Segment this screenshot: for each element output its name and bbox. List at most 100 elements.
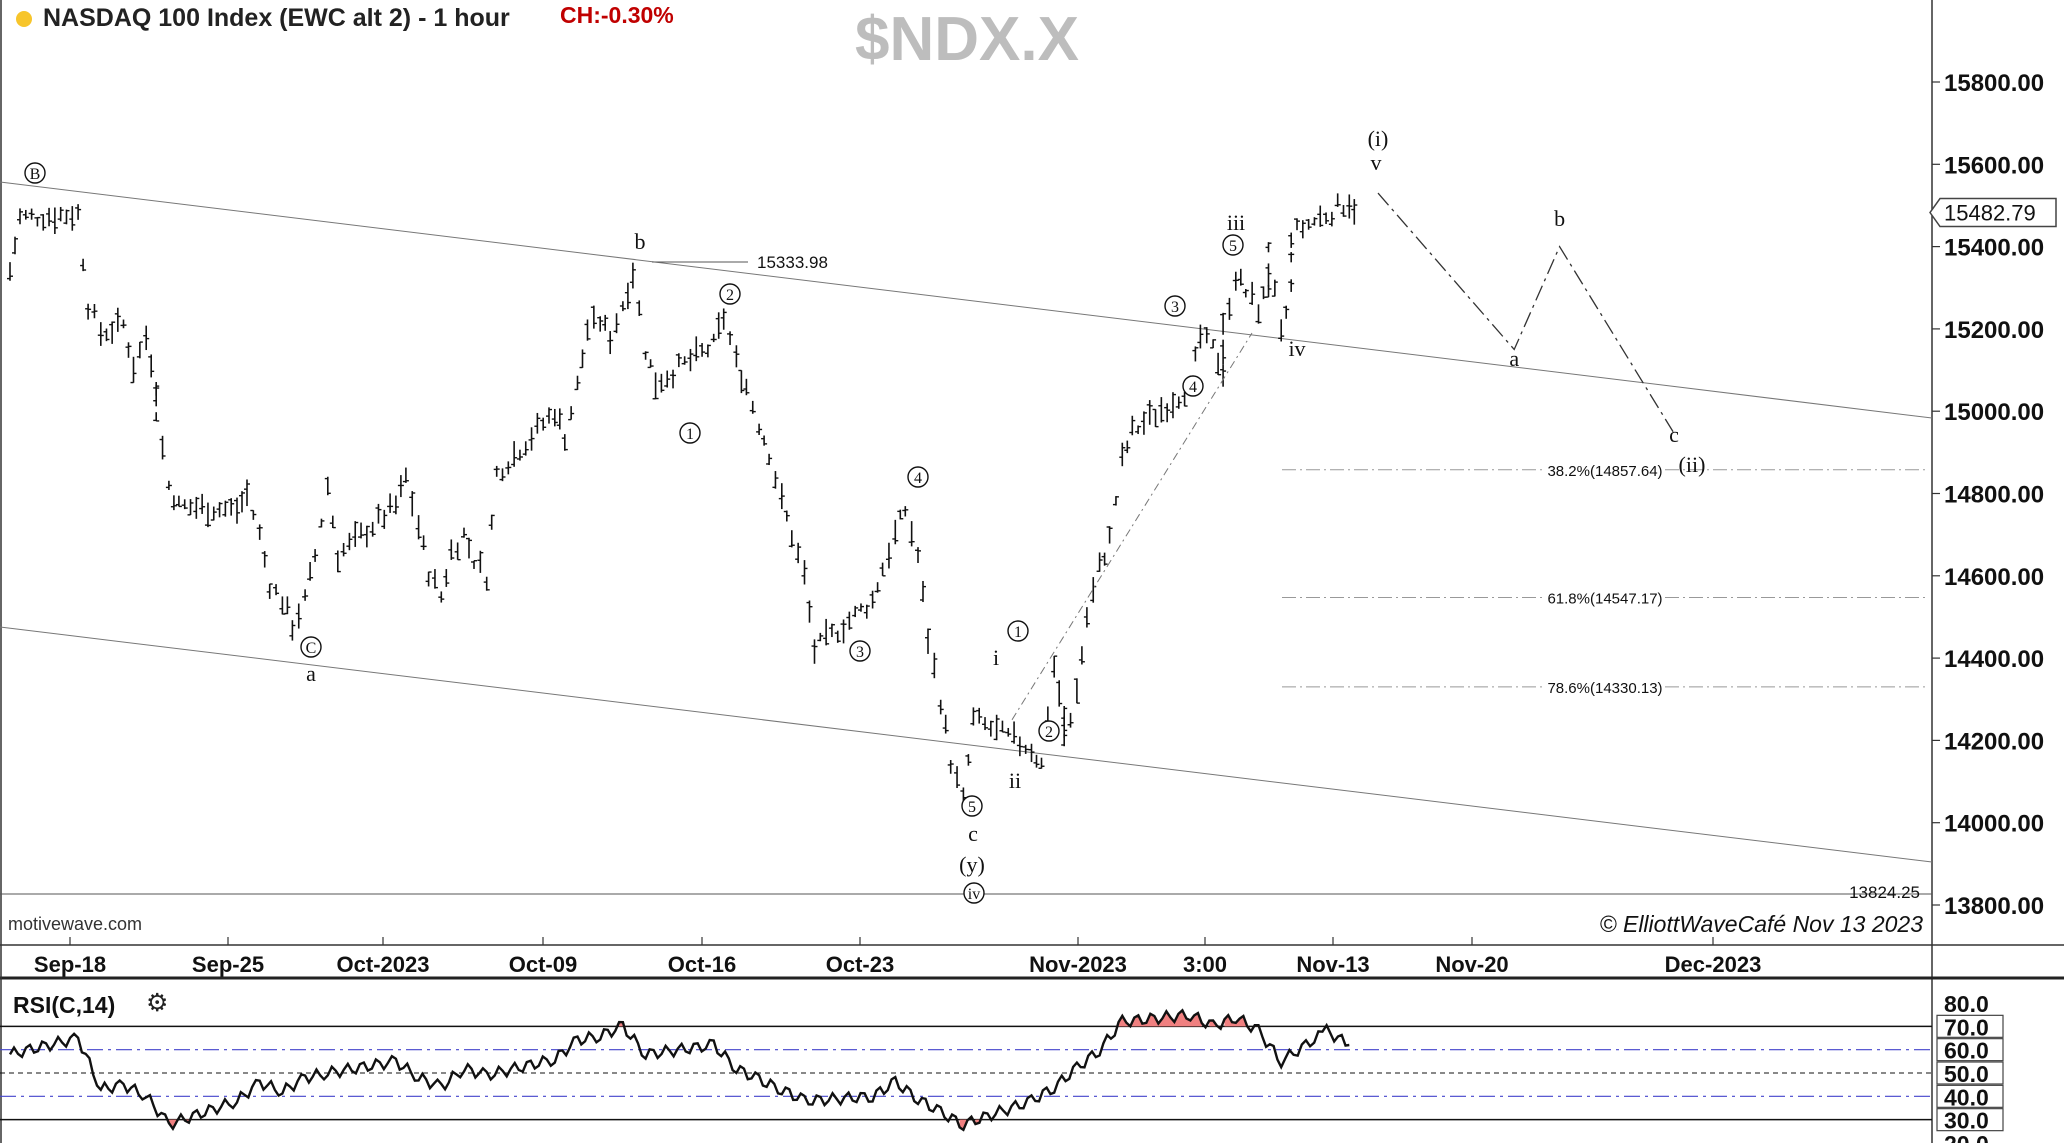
chart-title: NASDAQ 100 Index (EWC alt 2) - 1 hour bbox=[43, 4, 510, 32]
wave-label-minor-2-circle bbox=[1038, 720, 1060, 742]
price-tick-label: 14200.00 bbox=[1944, 728, 2044, 755]
rsi-tick-box bbox=[1936, 1038, 2004, 1062]
fib-level-label: 78.6%(14330.13) bbox=[1547, 680, 1662, 697]
fib-level-label: 38.2%(14857.64) bbox=[1547, 463, 1662, 480]
wave-label-4-circle bbox=[907, 466, 929, 488]
time-tick-label: Nov-13 bbox=[1296, 952, 1369, 977]
wave-label-minor-2: 2 bbox=[1045, 724, 1053, 741]
rsi-overbought-fill bbox=[1118, 1010, 1202, 1027]
price-tick-label: 13800.00 bbox=[1944, 893, 2044, 920]
price-tick-label: 14000.00 bbox=[1944, 811, 2044, 838]
wave-projection bbox=[1011, 192, 1674, 721]
wave-label-2: 2 bbox=[726, 287, 734, 304]
wave-label-1: 1 bbox=[686, 426, 694, 443]
wave-label-i: i bbox=[993, 645, 999, 670]
time-tick-label: Oct-23 bbox=[826, 952, 894, 977]
projection-label-c: c bbox=[1669, 422, 1679, 447]
gear-icon[interactable]: ⚙ bbox=[146, 989, 169, 1017]
price-label-high: 15333.98 bbox=[757, 253, 828, 272]
channel-lower-line bbox=[0, 626, 1933, 863]
price-tick-label: 15800.00 bbox=[1944, 70, 2044, 97]
wave-label-a: a bbox=[306, 661, 316, 686]
rsi-title: RSI(C,14) bbox=[13, 992, 116, 1018]
rsi-tick-box bbox=[1936, 1061, 2004, 1085]
time-axis: Sep-18 Sep-25 Oct-2023 Oct-09 Oct-16 Oct-23 No… bbox=[34, 937, 1761, 977]
rsi-oversold-fill bbox=[168, 1119, 177, 1129]
change-percent: CH:-0.30% bbox=[560, 2, 674, 28]
wave-label-iv: iv bbox=[1288, 336, 1305, 361]
price-tick-label: 15600.00 bbox=[1944, 152, 2044, 179]
price-tick-label: 15000.00 bbox=[1944, 399, 2044, 426]
time-tick-label: Sep-18 bbox=[34, 952, 106, 977]
rsi-tick-label: 20.0 bbox=[1944, 1131, 1989, 1143]
rsi-tick-label: 80.0 bbox=[1944, 991, 1989, 1017]
wave-label-B: B bbox=[30, 166, 41, 183]
wave-label-5: 5 bbox=[968, 799, 976, 816]
time-tick-label: 3:00 bbox=[1183, 952, 1227, 977]
rsi-tick-box bbox=[1936, 1014, 2004, 1038]
price-bars bbox=[7, 193, 1358, 806]
fibonacci-levels: 38.2%(14857.64) 61.8%(14547.17) 78.6%(1433… bbox=[1282, 463, 1925, 697]
rsi-line bbox=[8, 1008, 1350, 1132]
wave-label-ii: ii bbox=[1009, 768, 1021, 793]
price-tick-label: 15400.00 bbox=[1944, 235, 2044, 262]
wave-label-iv-circled: iv bbox=[968, 886, 980, 903]
wave-label-minor-3-circle bbox=[1164, 295, 1186, 317]
projection-path bbox=[1377, 192, 1674, 433]
wave-label-minor-1-circle bbox=[1007, 620, 1029, 642]
time-tick-label: Nov-2023 bbox=[1029, 952, 1127, 977]
wave-label-c: c bbox=[968, 821, 978, 846]
rsi-tick-box bbox=[1936, 1108, 2004, 1132]
rsi-panel: 20.030.040.050.060.070.080.0 bbox=[0, 991, 2004, 1143]
last-price-label: 15482.79 bbox=[1944, 201, 2036, 226]
wave-label-B-circle bbox=[24, 162, 46, 184]
wave-label-iv-circled-circle bbox=[963, 882, 985, 904]
wave-label-5-circle bbox=[961, 795, 983, 817]
channel-upper-line bbox=[0, 181, 1933, 419]
rsi-tick-label: 30.0 bbox=[1944, 1108, 1989, 1134]
rsi-tick-label: 70.0 bbox=[1944, 1014, 1989, 1040]
rsi-tick-box bbox=[1936, 1084, 2004, 1108]
status-dot bbox=[16, 11, 32, 27]
time-tick-label: Oct-09 bbox=[509, 952, 577, 977]
wave-label-2-circle bbox=[719, 283, 741, 305]
price-axis: 13800.00 14000.00 14200.00 14400.00 14600.00… bbox=[1929, 70, 2057, 920]
impulse-trendline bbox=[1011, 332, 1253, 721]
price-tick-label: 14400.00 bbox=[1944, 646, 2044, 673]
wave-label-minor-4-circle bbox=[1182, 375, 1204, 397]
projection-label-a: a bbox=[1509, 346, 1519, 371]
wave-label-minor-5-circle bbox=[1222, 234, 1244, 256]
price-tick-label: 14600.00 bbox=[1944, 564, 2044, 591]
wave-label-v: v bbox=[1371, 150, 1382, 175]
wave-label-1-circle bbox=[679, 422, 701, 444]
symbol-watermark: $NDX.X bbox=[855, 5, 1079, 74]
wave-label-minor-3: 3 bbox=[1171, 299, 1179, 316]
wave-label-minor-4: 4 bbox=[1189, 379, 1197, 396]
last-price-box bbox=[1929, 197, 2057, 228]
time-tick-label: Nov-20 bbox=[1435, 952, 1508, 977]
wave-label-4: 4 bbox=[914, 470, 922, 487]
wave-label-wave-ii: (ii) bbox=[1679, 452, 1706, 477]
wave-label-wave-i: (i) bbox=[1368, 126, 1389, 151]
rsi-tick-label: 60.0 bbox=[1944, 1038, 1989, 1064]
wave-label-minor-1: 1 bbox=[1014, 624, 1022, 641]
wave-label-C-circle bbox=[300, 636, 322, 658]
rsi-tick-label: 50.0 bbox=[1944, 1061, 1989, 1087]
price-label-low: 13824.25 bbox=[1849, 883, 1920, 902]
price-tick-label: 14800.00 bbox=[1944, 482, 2044, 509]
wave-label-C: C bbox=[306, 640, 317, 657]
time-tick-label: Sep-25 bbox=[192, 952, 264, 977]
wave-label-y: (y) bbox=[959, 852, 985, 877]
wave-label-b: b bbox=[635, 229, 646, 254]
copyright-text: © ElliottWaveCafé Nov 13 2023 bbox=[1599, 911, 1923, 937]
source-watermark: motivewave.com bbox=[8, 914, 143, 934]
fib-level-label: 61.8%(14547.17) bbox=[1547, 591, 1662, 608]
wave-label-iii: iii bbox=[1227, 210, 1245, 235]
time-tick-label: Dec-2023 bbox=[1665, 952, 1762, 977]
wave-label-3: 3 bbox=[856, 644, 864, 661]
time-tick-label: Oct-2023 bbox=[337, 952, 430, 977]
trend-channel: 15333.98 13824.25 bbox=[0, 181, 1933, 902]
